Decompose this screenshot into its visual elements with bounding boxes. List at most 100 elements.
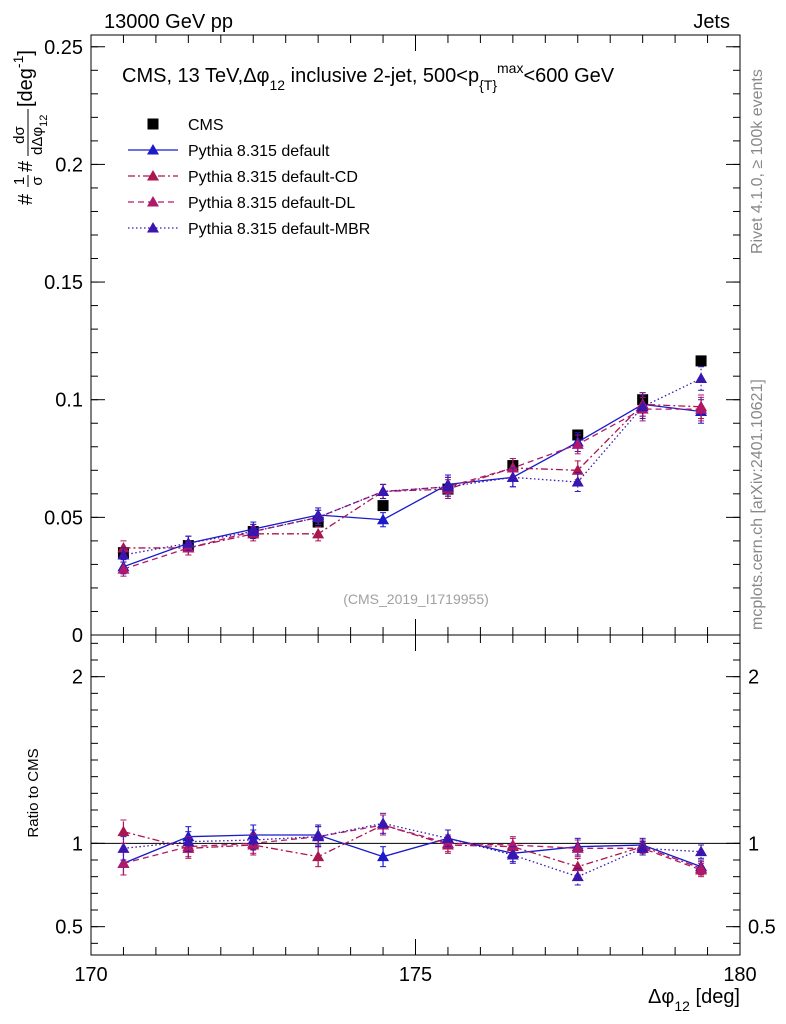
ratio-point-mbr <box>441 832 454 843</box>
ylabel-unit-part-c: [deg <box>15 68 37 107</box>
header-right: Jets <box>693 11 730 33</box>
legend-label-mbr: Pythia 8.315 default-MBR <box>188 221 370 238</box>
ylabel-unit-part-d: ] <box>15 50 37 56</box>
ratio-line-dl <box>123 824 702 871</box>
legend-marker-cd <box>147 170 159 181</box>
main-point-mbr <box>441 480 454 492</box>
ylabel-frac2-den-text: dΔφ <box>29 127 46 155</box>
ratio-point-mbr <box>247 834 260 845</box>
main-line-cd <box>123 403 702 549</box>
xlabel-sub: 12 <box>674 998 690 1014</box>
main-point-mbr <box>636 400 649 412</box>
ratio-point-mbr <box>312 830 325 842</box>
main-series <box>117 355 708 577</box>
xlabel-part-b: [deg] <box>690 986 740 1008</box>
legend-item-cd: Pythia 8.315 default-CD <box>128 169 358 186</box>
ylabel-unit-sup: -1 <box>10 55 26 68</box>
ratio-point-cd <box>117 825 130 837</box>
ratio-point-mbr <box>571 870 584 882</box>
ylabel-hash-a: # <box>15 193 37 205</box>
main-series-cd <box>117 392 708 556</box>
ratio-ytick-label-1: 1 <box>72 833 83 855</box>
xlabel-part-a: Δφ <box>648 986 674 1008</box>
main-point-mbr <box>117 549 130 560</box>
analysis-watermark: (CMS_2019_I1719955) <box>343 591 489 607</box>
legend-marker-cms <box>147 118 159 130</box>
main-axes: 0 0.05 0.1 0.15 0.2 0.25 <box>44 35 741 647</box>
legend-label-cms: CMS <box>188 117 224 134</box>
legend-marker-mbr <box>147 222 159 233</box>
x-tick-label-0: 170 <box>74 964 107 986</box>
x-axis-label: Δφ12 [deg] <box>648 986 740 1014</box>
main-point-dl <box>571 438 584 449</box>
main-series-cms <box>117 355 707 559</box>
main-point-default <box>377 513 390 525</box>
ratio-point-default <box>377 850 390 862</box>
main-title-part-b: Δφ <box>243 65 269 87</box>
main-point-dl <box>506 461 519 473</box>
main-point-cms <box>377 500 389 512</box>
main-title-sub-c: {T} <box>479 77 497 93</box>
ylabel-frac1-den: σ <box>29 176 46 186</box>
main-ytick-label-0: 0 <box>72 625 83 647</box>
ratio-point-dl <box>571 842 584 853</box>
main-ytick-label-4: 0.2 <box>55 154 83 176</box>
legend-item-default: Pythia 8.315 default <box>128 143 330 160</box>
main-point-cms <box>695 355 707 367</box>
ratio-ytick-label-0: 0.5 <box>55 917 83 939</box>
main-line-mbr <box>123 377 702 556</box>
ylabel-unit: [deg-1] <box>10 50 37 107</box>
main-point-cd <box>312 527 325 539</box>
main-point-mbr <box>182 537 195 548</box>
ratio-series-default <box>117 824 708 876</box>
legend-marker-default <box>147 144 159 155</box>
legend-item-dl: Pythia 8.315 default-DL <box>128 195 355 212</box>
main-ytick-label-1: 0.05 <box>44 507 83 529</box>
main-point-dl <box>117 563 130 574</box>
ratio-line-mbr <box>123 822 702 878</box>
main-ytick-label-5: 0.25 <box>44 37 83 59</box>
main-series-mbr <box>117 366 708 563</box>
main-title-sup-c: max <box>497 60 523 76</box>
main-title-part-a: CMS, 13 TeV, <box>122 65 243 87</box>
legend-marker-dl <box>147 196 159 207</box>
ratio-point-cd <box>312 850 325 862</box>
legend-label-dl: Pythia 8.315 default-DL <box>188 195 355 212</box>
main-point-dl <box>695 403 708 414</box>
ratio-ylabel: Ratio to CMS <box>25 748 42 837</box>
main-title-part-d: <600 GeV <box>523 65 614 87</box>
main-series-default <box>117 392 708 575</box>
legend-item-mbr: Pythia 8.315 default-MBR <box>128 221 370 238</box>
ratio-point-mbr <box>182 835 195 847</box>
ratio-point-mbr <box>377 817 390 828</box>
main-line-dl <box>123 408 702 570</box>
legend-label-cd: Pythia 8.315 default-CD <box>188 169 358 186</box>
main-ytick-label-2: 0.1 <box>55 390 83 412</box>
mcplots-label: mcplots.cern.ch [arXiv:2401.10621] <box>749 379 766 630</box>
ylabel-frac2-den: dΔφ12 <box>29 115 50 155</box>
ratio-axes: 0.5 0.5 1 1 2 2 170 175 180 <box>55 635 776 986</box>
ratio-point-mbr <box>695 845 708 857</box>
ylabel-frac2-den-sub: 12 <box>38 115 50 127</box>
ratio-point-dl <box>117 857 130 868</box>
main-title-part-c: inclusive 2-jet, 500<p <box>285 65 479 87</box>
ratio-ytick-label-right-2: 2 <box>748 667 759 689</box>
main-point-mbr <box>571 476 584 487</box>
main-point-mbr <box>247 525 260 536</box>
ratio-point-mbr <box>636 842 649 853</box>
main-ylabel: # 1 σ # dσ dΔφ12 [deg-1] <box>10 50 50 205</box>
ratio-series <box>117 812 708 886</box>
ratio-point-mbr <box>117 842 130 853</box>
ylabel-frac2-num: dσ <box>11 125 28 143</box>
ratio-point-mbr <box>506 849 519 860</box>
header-left: 13000 GeV pp <box>104 11 233 33</box>
legend-label-default: Pythia 8.315 default <box>188 143 330 160</box>
main-line-default <box>123 403 702 568</box>
main-ytick-label-3: 0.15 <box>44 272 83 294</box>
main-series-dl <box>117 396 708 577</box>
ratio-line-default <box>123 834 702 868</box>
main-title: CMS, 13 TeV,Δφ12 inclusive 2-jet, 500<p{… <box>122 60 615 93</box>
ratio-line-cd <box>123 824 702 869</box>
main-point-cd <box>117 541 130 553</box>
